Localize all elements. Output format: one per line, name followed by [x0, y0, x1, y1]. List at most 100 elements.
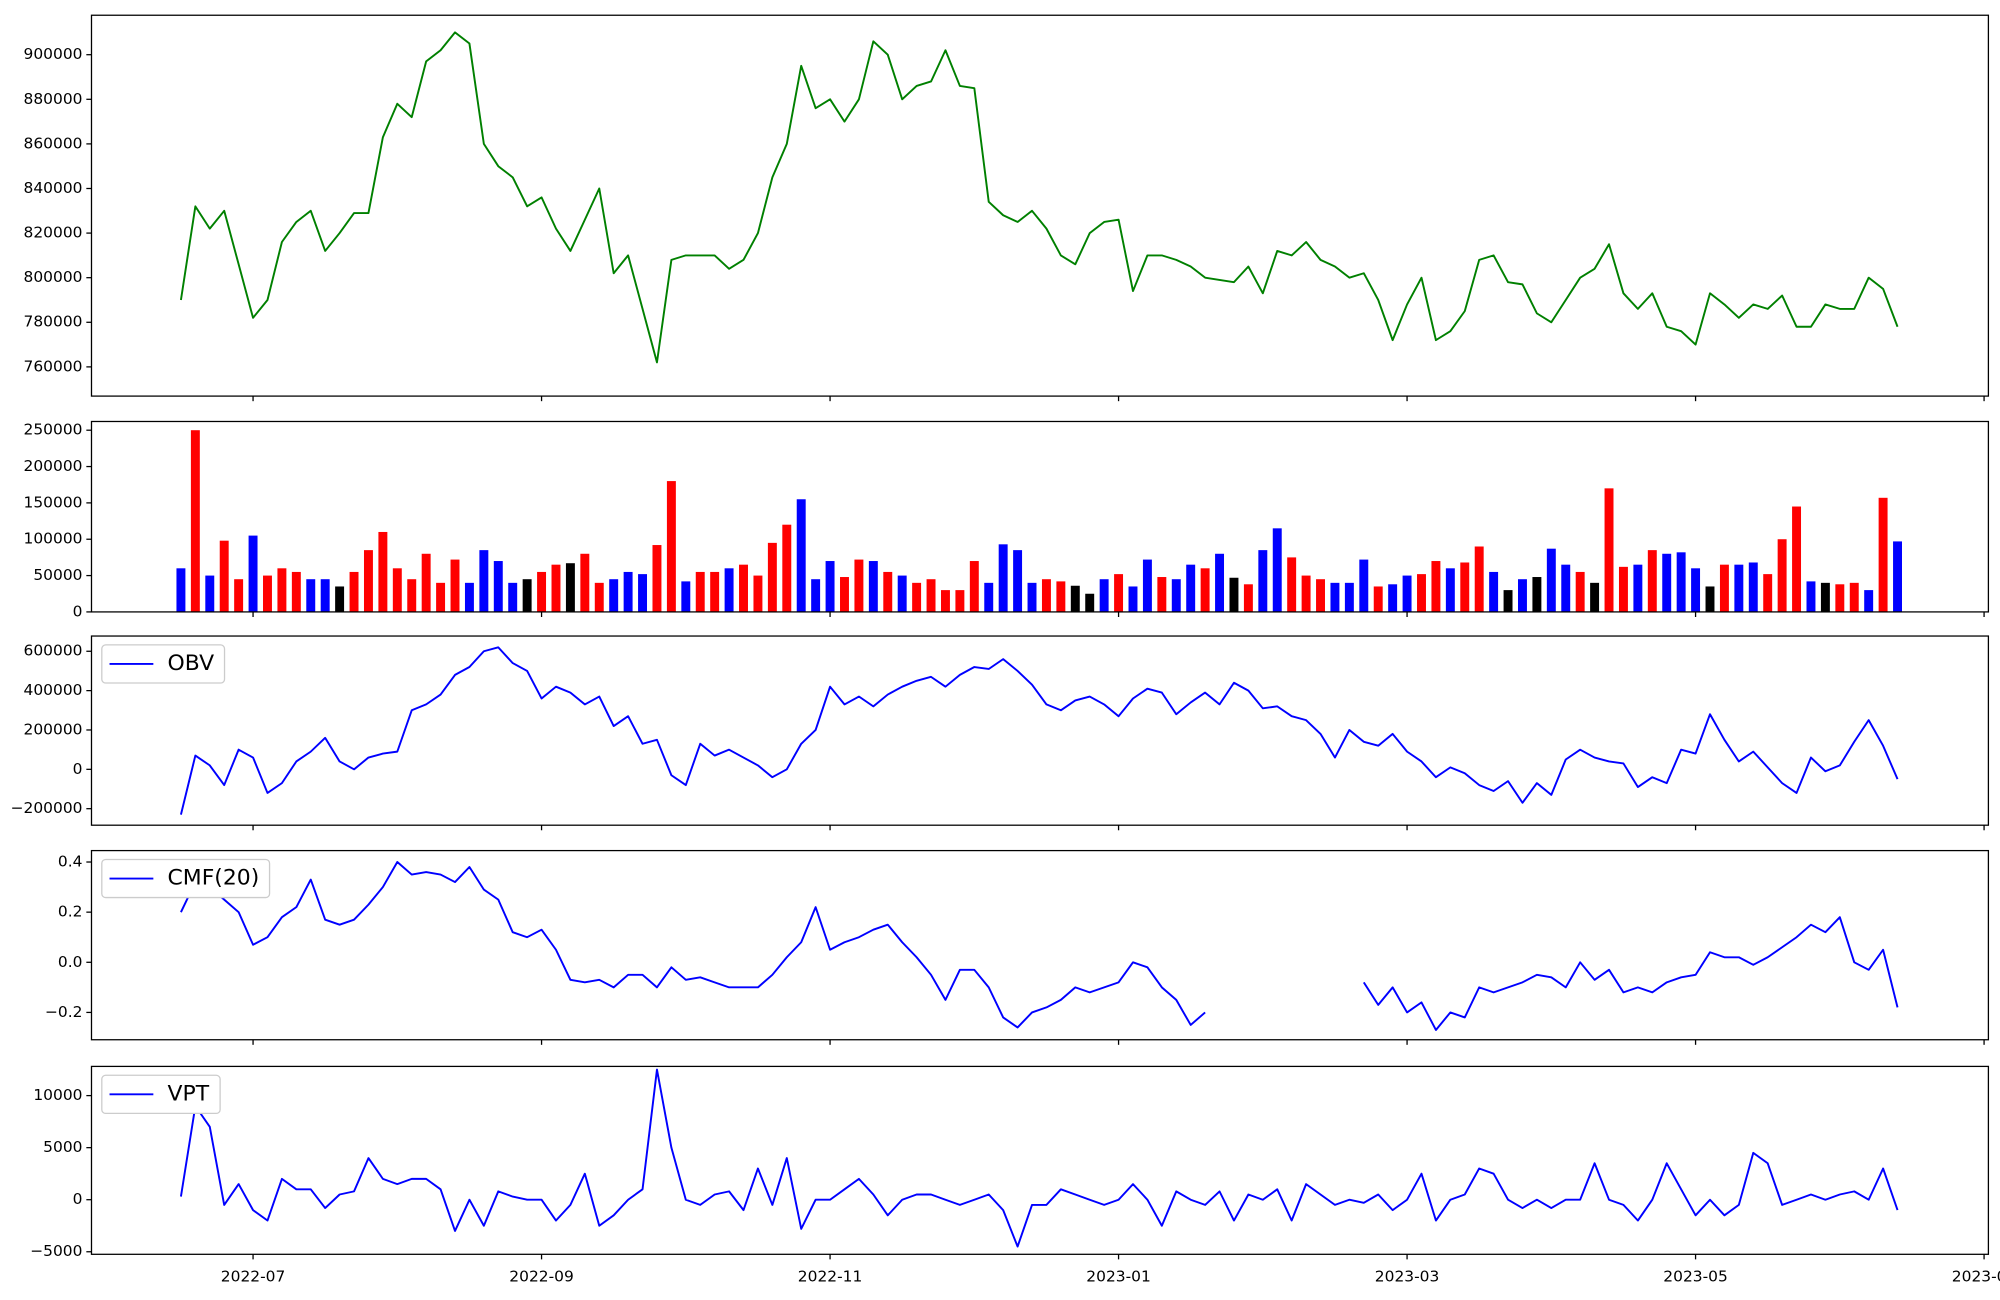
- x-tick-label: 2023-05: [1663, 1268, 1728, 1286]
- volume-bar: [1705, 586, 1715, 612]
- volume-bar: [1893, 541, 1902, 612]
- volume-bar: [392, 568, 402, 612]
- y-tick-label: 200000: [24, 721, 83, 739]
- volume-bar: [1748, 562, 1758, 612]
- volume-bar: [349, 571, 359, 612]
- volume-bar: [1561, 564, 1571, 612]
- volume-bar: [479, 550, 489, 612]
- x-tick-label: 2023-01: [1086, 1268, 1151, 1286]
- volume-bar: [537, 571, 547, 612]
- y-tick-label: 0.2: [58, 903, 83, 921]
- volume-bar: [464, 582, 474, 612]
- volume-bar: [176, 568, 186, 612]
- volume-bar: [1388, 584, 1398, 612]
- volume-bar: [263, 575, 272, 612]
- volume-bar: [1027, 582, 1037, 612]
- volume-bar: [1316, 579, 1325, 612]
- x-tick-label: 2023-03: [1375, 1268, 1440, 1286]
- volume-bar: [1200, 568, 1210, 612]
- y-tick-label: 880000: [24, 90, 83, 108]
- y-tick-label: 5000: [43, 1138, 82, 1156]
- volume-bar: [681, 581, 691, 612]
- volume-bar: [1474, 546, 1484, 612]
- volume-bar: [1417, 574, 1426, 612]
- volume-bar: [551, 564, 561, 612]
- y-tick-label: 900000: [24, 45, 83, 63]
- volume-bar: [710, 571, 720, 612]
- volume-bar: [1445, 568, 1455, 612]
- volume-bar: [1719, 564, 1729, 612]
- volume-bar: [1546, 548, 1556, 612]
- volume-bar: [1344, 582, 1354, 612]
- volume-bar: [926, 579, 936, 612]
- volume-bar: [1301, 575, 1311, 612]
- volume-bar: [955, 590, 965, 612]
- volume-bar: [1402, 575, 1412, 612]
- y-tick-label: 0.4: [58, 853, 83, 871]
- volume-bar: [1734, 564, 1744, 612]
- axes-frame: [90, 849, 1990, 1041]
- y-tick-label: 10000: [33, 1086, 82, 1104]
- volume-bar: [1056, 581, 1066, 612]
- volume-bar: [190, 430, 200, 612]
- volume-bar: [1763, 574, 1773, 612]
- y-tick-label: −200000: [11, 799, 83, 817]
- volume-bar: [1186, 564, 1196, 612]
- legend-label: OBV: [168, 651, 215, 676]
- y-tick-label: 0: [73, 760, 83, 778]
- volume-bar: [796, 499, 806, 612]
- volume-bar: [421, 553, 431, 612]
- legend-label: VPT: [168, 1081, 210, 1106]
- y-tick-label: −0.2: [45, 1003, 83, 1021]
- y-tick-label: 250000: [24, 421, 83, 439]
- volume-bar: [1099, 579, 1109, 612]
- volume-bar: [1633, 564, 1643, 612]
- volume-bar: [205, 575, 215, 612]
- legend-box: [101, 858, 271, 899]
- data-line: [179, 1068, 1899, 1248]
- volume-bar: [1604, 488, 1614, 612]
- volume-bar: [1460, 562, 1470, 612]
- volume-bar: [277, 568, 287, 612]
- data-line: [179, 646, 1899, 815]
- y-tick-label: 50000: [33, 566, 82, 584]
- volume-bar: [1272, 528, 1282, 612]
- volume-bar: [1359, 559, 1369, 612]
- volume-bar: [739, 564, 748, 612]
- volume-bar: [580, 553, 590, 612]
- volume-bar: [1070, 585, 1080, 612]
- volume-bar: [306, 579, 316, 612]
- volume-bar: [1489, 571, 1499, 612]
- volume-bar: [1013, 550, 1023, 612]
- y-tick-label: 820000: [24, 224, 83, 242]
- y-tick-label: 800000: [24, 268, 83, 286]
- axes-frame: [90, 420, 1990, 613]
- volume-bar: [666, 481, 676, 612]
- legend-box: [101, 644, 226, 684]
- volume-bar: [695, 571, 705, 612]
- volume-bar: [1431, 561, 1441, 612]
- volume-bar: [407, 579, 417, 612]
- volume-bar: [854, 559, 864, 612]
- y-tick-label: 0: [73, 1190, 83, 1208]
- volume-bar: [868, 561, 878, 612]
- volume-bar: [436, 582, 446, 612]
- volume-bar: [234, 579, 244, 612]
- volume-bar: [1662, 553, 1672, 612]
- x-tick-label: 2022-07: [221, 1268, 286, 1286]
- volume-bar: [508, 582, 518, 612]
- volume-bar: [320, 579, 330, 612]
- volume-bar: [1878, 497, 1888, 612]
- volume-bar: [594, 582, 604, 612]
- volume-bar: [363, 550, 373, 612]
- volume-bar: [897, 575, 907, 612]
- y-tick-label: 400000: [24, 681, 83, 699]
- volume-bar: [450, 559, 460, 612]
- volume-bar: [623, 571, 633, 612]
- volume-bar: [1532, 577, 1542, 612]
- volume-bar: [969, 561, 979, 612]
- volume-bar: [767, 542, 777, 612]
- volume-bar: [1835, 584, 1845, 612]
